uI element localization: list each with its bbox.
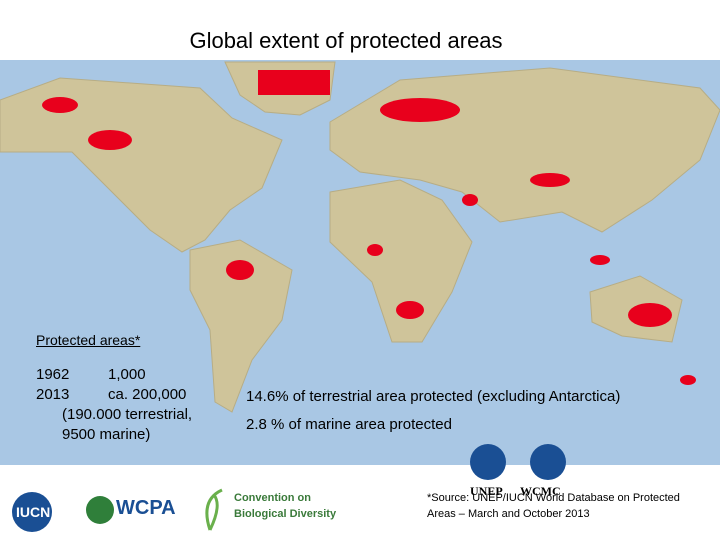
protected-area <box>42 97 78 113</box>
source: Areas – March and October 2013 <box>427 508 590 520</box>
year: 1962 <box>36 366 70 383</box>
note: (190.000 terrestrial, <box>62 406 193 423</box>
cbd-logo: Convention on <box>234 492 311 504</box>
note: 9500 marine) <box>62 426 151 443</box>
africa <box>329 179 473 343</box>
title: Global extent of protected areas <box>189 28 503 53</box>
wcmc-emblem <box>530 444 566 480</box>
source: *Source: UNEP/IUCN World Database on Pro… <box>427 492 680 504</box>
protected-area <box>590 255 610 265</box>
protected-area <box>367 244 383 256</box>
wcpa-emblem <box>86 496 114 524</box>
count: ca. 200,000 <box>108 386 187 403</box>
unep-emblem <box>470 444 506 480</box>
wcpa-logo: WCPA <box>116 497 176 519</box>
protected-area <box>380 98 460 122</box>
cbd-logo: Biological Diversity <box>234 508 337 520</box>
protected-area <box>226 260 254 280</box>
protected-area <box>628 303 672 327</box>
south-america <box>189 239 293 413</box>
wcmc-logo: WCMC <box>520 484 561 498</box>
cbd-emblem <box>205 488 223 531</box>
iucn-emblem <box>12 492 52 532</box>
fact: 14.6% of terrestrial area protected (exc… <box>246 388 621 405</box>
protected-area <box>258 70 330 95</box>
protected-area <box>88 130 132 150</box>
year: 2013 <box>36 386 70 403</box>
iucn-logo: IUCN <box>16 504 51 520</box>
protected-area <box>396 301 424 319</box>
protected-area <box>530 173 570 187</box>
stats-heading: Protected areas* <box>36 332 141 348</box>
unep-logo: UNEP <box>470 484 503 498</box>
protected-area <box>680 375 696 385</box>
north-america <box>0 77 283 253</box>
count: 1,000 <box>108 366 146 383</box>
fact: 2.8 % of marine area protected <box>246 416 452 433</box>
protected-area <box>462 194 478 206</box>
